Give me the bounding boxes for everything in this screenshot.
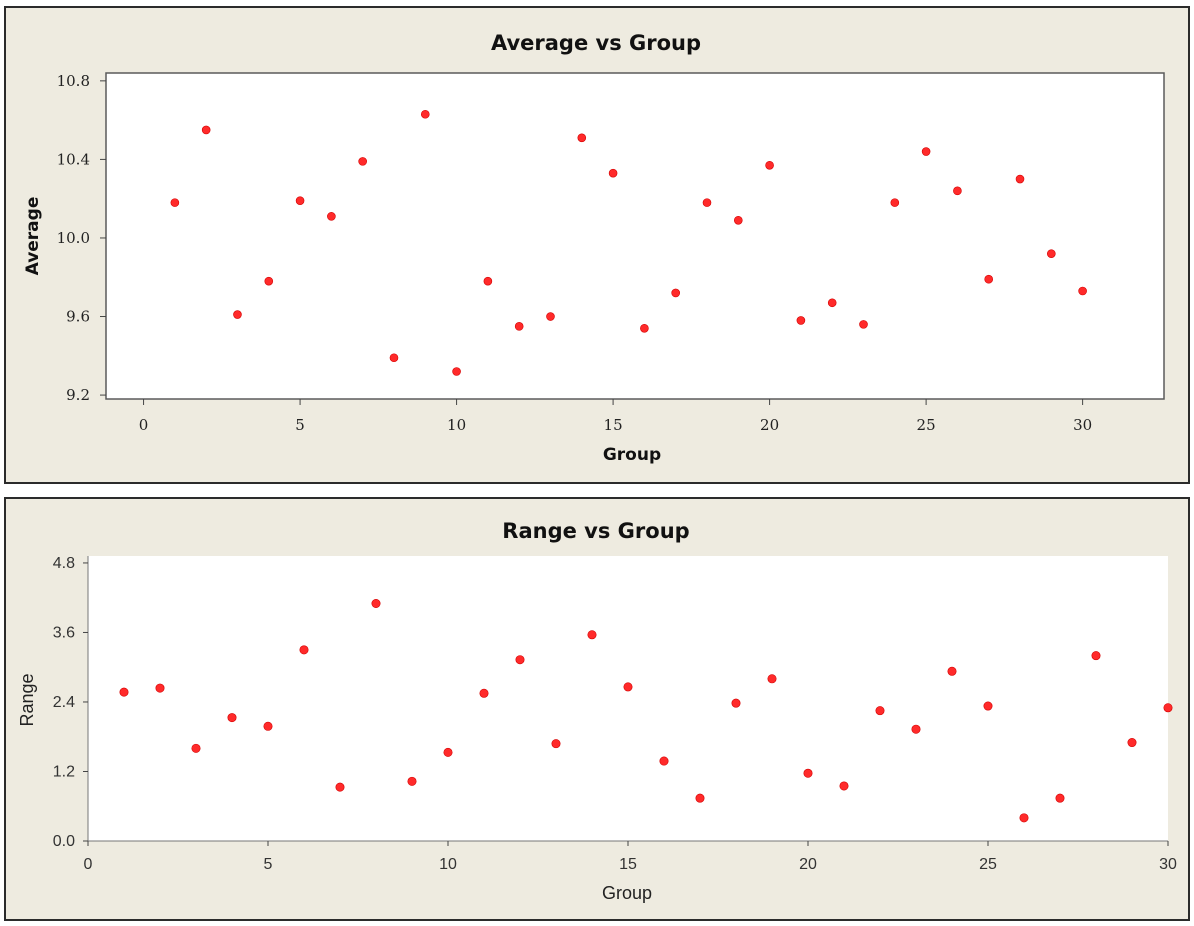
data-point bbox=[796, 316, 806, 325]
y-tick-label: 10.8 bbox=[57, 72, 90, 90]
data-point bbox=[515, 655, 525, 665]
y-tick-label: 10.4 bbox=[57, 150, 90, 168]
data-point bbox=[695, 793, 705, 803]
data-point bbox=[295, 196, 305, 205]
x-tick-label: 15 bbox=[604, 416, 623, 434]
data-point bbox=[659, 756, 669, 766]
data-point bbox=[953, 186, 962, 196]
data-point bbox=[839, 781, 849, 791]
data-point bbox=[765, 161, 774, 170]
data-point bbox=[1078, 286, 1087, 296]
x-tick-label: 0 bbox=[139, 416, 149, 434]
y-tick-label: 0.0 bbox=[53, 833, 75, 850]
data-point bbox=[191, 743, 201, 753]
data-point bbox=[875, 706, 885, 716]
data-point bbox=[407, 776, 417, 786]
data-point bbox=[335, 782, 345, 792]
data-point bbox=[327, 212, 336, 221]
y-tick-label: 9.2 bbox=[66, 386, 90, 404]
data-point bbox=[947, 666, 957, 676]
x-tick-label: 20 bbox=[799, 856, 817, 873]
data-point bbox=[1015, 174, 1025, 184]
y-tick-label: 2.4 bbox=[53, 694, 75, 711]
x-tick-label: 5 bbox=[264, 856, 273, 873]
data-point bbox=[546, 312, 555, 321]
data-point bbox=[767, 674, 777, 684]
x-tick-label: 0 bbox=[84, 856, 93, 873]
data-point bbox=[514, 322, 524, 331]
data-point bbox=[452, 367, 461, 376]
data-point bbox=[827, 298, 837, 308]
data-point bbox=[859, 320, 868, 329]
data-point bbox=[911, 724, 921, 734]
data-point bbox=[1019, 813, 1029, 823]
plot-area bbox=[88, 556, 1168, 841]
data-point bbox=[731, 698, 741, 708]
data-point bbox=[1047, 249, 1056, 258]
x-tick-label: 30 bbox=[1159, 856, 1177, 873]
data-point bbox=[233, 310, 242, 319]
data-point bbox=[640, 324, 649, 333]
x-tick-label: 5 bbox=[295, 416, 305, 434]
data-point bbox=[420, 109, 430, 119]
y-tick-label: 3.6 bbox=[53, 624, 75, 641]
y-axis-label: Average bbox=[23, 197, 43, 276]
data-point bbox=[389, 353, 399, 363]
x-tick-label: 20 bbox=[760, 416, 779, 434]
y-tick-label: 1.2 bbox=[53, 763, 75, 780]
y-axis-label: Range bbox=[17, 673, 37, 726]
data-point bbox=[201, 125, 211, 135]
data-point bbox=[587, 630, 597, 640]
data-point bbox=[702, 198, 712, 207]
data-point bbox=[1127, 738, 1137, 748]
x-tick-label: 25 bbox=[917, 416, 936, 434]
chart-title: Average vs Group bbox=[491, 31, 701, 55]
data-point bbox=[119, 687, 129, 697]
data-point bbox=[1091, 651, 1101, 661]
data-point bbox=[155, 683, 165, 693]
data-point bbox=[483, 276, 493, 286]
data-point bbox=[577, 133, 587, 143]
data-point bbox=[170, 198, 180, 207]
chart-title: Range vs Group bbox=[502, 519, 689, 543]
data-point bbox=[227, 713, 237, 723]
data-point bbox=[984, 274, 994, 284]
x-tick-label: 25 bbox=[979, 856, 997, 873]
data-point bbox=[1163, 703, 1173, 713]
data-point bbox=[358, 157, 367, 166]
y-tick-label: 9.6 bbox=[66, 308, 90, 326]
data-point bbox=[608, 168, 618, 178]
data-point bbox=[890, 198, 900, 207]
data-point bbox=[263, 721, 273, 731]
data-point bbox=[443, 747, 453, 757]
x-tick-label: 10 bbox=[439, 856, 457, 873]
y-tick-label: 4.8 bbox=[53, 555, 75, 572]
data-point bbox=[479, 688, 489, 698]
data-point bbox=[733, 215, 743, 225]
data-point bbox=[264, 276, 274, 286]
data-point bbox=[671, 288, 680, 298]
x-tick-label: 15 bbox=[619, 856, 637, 873]
x-tick-label: 30 bbox=[1073, 416, 1092, 434]
x-axis-label: Group bbox=[603, 445, 661, 465]
data-point bbox=[921, 147, 931, 156]
data-point bbox=[299, 645, 309, 655]
data-point bbox=[983, 701, 993, 711]
data-point bbox=[623, 682, 633, 692]
data-point bbox=[371, 598, 381, 608]
y-tick-label: 10.0 bbox=[57, 229, 90, 247]
data-point bbox=[1055, 793, 1065, 803]
x-tick-label: 10 bbox=[447, 416, 466, 434]
data-point bbox=[803, 768, 813, 778]
plot-area bbox=[105, 72, 1165, 400]
x-axis-label: Group bbox=[602, 883, 652, 903]
data-point bbox=[551, 739, 561, 749]
